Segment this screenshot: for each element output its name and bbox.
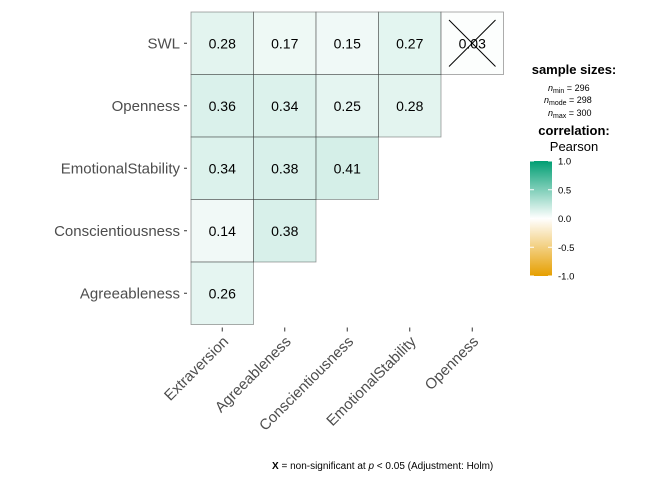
cell-rect <box>253 11 317 75</box>
cell-openness-conscientiousness: 0.25 <box>315 74 379 138</box>
cell-openness-emotionalstability: 0.28 <box>378 74 442 138</box>
caption-text: = non-significant at <box>279 461 369 472</box>
cell-rect <box>190 261 254 325</box>
legend: sample sizes: nmin = 296 nmode = 298 nma… <box>530 62 616 283</box>
caption-p: p <box>367 461 374 472</box>
cell-swl-extraversion: 0.28 <box>190 11 254 75</box>
n-min-label: nmin = 296 <box>548 83 590 95</box>
y-label-conscientiousness: Conscientiousness <box>54 223 180 240</box>
cell-value: 0.15 <box>334 35 361 51</box>
cell-value: 0.17 <box>271 35 298 51</box>
cell-value: 0.27 <box>396 35 423 51</box>
cell-rect <box>315 11 379 75</box>
colorbar-tick-label: 0.5 <box>558 185 571 196</box>
cell-value: 0.36 <box>209 98 236 114</box>
y-label-openness: Openness <box>112 98 180 115</box>
caption: X = non-significant at p < 0.05 (Adjustm… <box>272 461 493 472</box>
cell-rect <box>190 199 254 263</box>
sample-sizes-title: sample sizes: <box>532 62 617 77</box>
n-mode-value: 298 <box>577 95 592 105</box>
cell-swl-agreeableness: 0.17 <box>253 11 317 75</box>
cell-openness-extraversion: 0.36 <box>190 74 254 138</box>
cell-conscientiousness-extraversion: 0.14 <box>190 199 254 263</box>
caption-suffix: < 0.05 (Adjustment: Holm) <box>374 461 493 472</box>
cell-value: 0.26 <box>209 285 236 301</box>
cell-emotionalstability-extraversion: 0.34 <box>190 136 254 200</box>
cell-swl-emotionalstability: 0.27 <box>378 11 442 75</box>
colorbar-tick-label: -0.5 <box>558 243 574 254</box>
cell-value: 0.25 <box>334 98 361 114</box>
caption-x-mark: X <box>272 461 279 472</box>
cell-value: 0.34 <box>209 160 236 176</box>
correlation-title: correlation: <box>538 123 610 138</box>
n-max-value: 300 <box>577 108 592 118</box>
cell-value: 0.28 <box>396 98 423 114</box>
cell-rect <box>253 199 317 263</box>
cell-rect <box>378 11 442 75</box>
y-label-swl: SWL <box>147 35 180 52</box>
cell-swl-openness: 0.03 <box>440 11 504 75</box>
cell-value: 0.38 <box>271 160 298 176</box>
cell-emotionalstability-conscientiousness: 0.41 <box>315 136 379 200</box>
colorbar-tick-label: 1.0 <box>558 157 571 168</box>
cell-rect <box>378 74 442 138</box>
cell-rect <box>315 74 379 138</box>
cell-value: 0.34 <box>271 98 298 114</box>
cell-conscientiousness-agreeableness: 0.38 <box>253 199 317 263</box>
n-max-label: nmax = 300 <box>548 108 592 120</box>
cell-swl-conscientiousness: 0.15 <box>315 11 379 75</box>
cell-openness-agreeableness: 0.34 <box>253 74 317 138</box>
y-axis: Agreeableness Conscientiousness EmotionalS… <box>54 35 187 302</box>
nonsig-cross-line <box>448 19 496 67</box>
colorbar <box>530 161 552 276</box>
colorbar-tick-label: 0.0 <box>558 214 571 225</box>
y-label-agreeableness: Agreeableness <box>80 285 180 302</box>
cell-agreeableness-extraversion: 0.26 <box>190 261 254 325</box>
n-min-value: 296 <box>575 83 590 93</box>
cell-rect <box>315 136 379 200</box>
x-axis: ExtraversionAgreeablenessConscientiousne… <box>161 327 482 434</box>
cell-value: 0.28 <box>209 35 236 51</box>
cell-value: 0.41 <box>334 160 361 176</box>
cell-value: 0.38 <box>271 223 298 239</box>
cells-layer: 0.28 0.17 0.15 0.27 0.03 0.36 0.34 0.25 0.28 0.34… <box>190 11 504 325</box>
x-label-openness: Openness <box>422 333 482 393</box>
cell-rect <box>190 11 254 75</box>
correlation-method: Pearson <box>550 139 598 154</box>
cell-emotionalstability-agreeableness: 0.38 <box>253 136 317 200</box>
cell-rect <box>253 74 317 138</box>
n-mode-label: nmode = 298 <box>544 95 592 107</box>
y-label-emotionalstability: EmotionalStability <box>61 160 181 177</box>
colorbar-ticks: 1.0 0.5 0.0 -0.5 -1.0 <box>530 157 574 283</box>
colorbar-tick-label: -1.0 <box>558 272 574 283</box>
cell-value: 0.14 <box>209 223 236 239</box>
